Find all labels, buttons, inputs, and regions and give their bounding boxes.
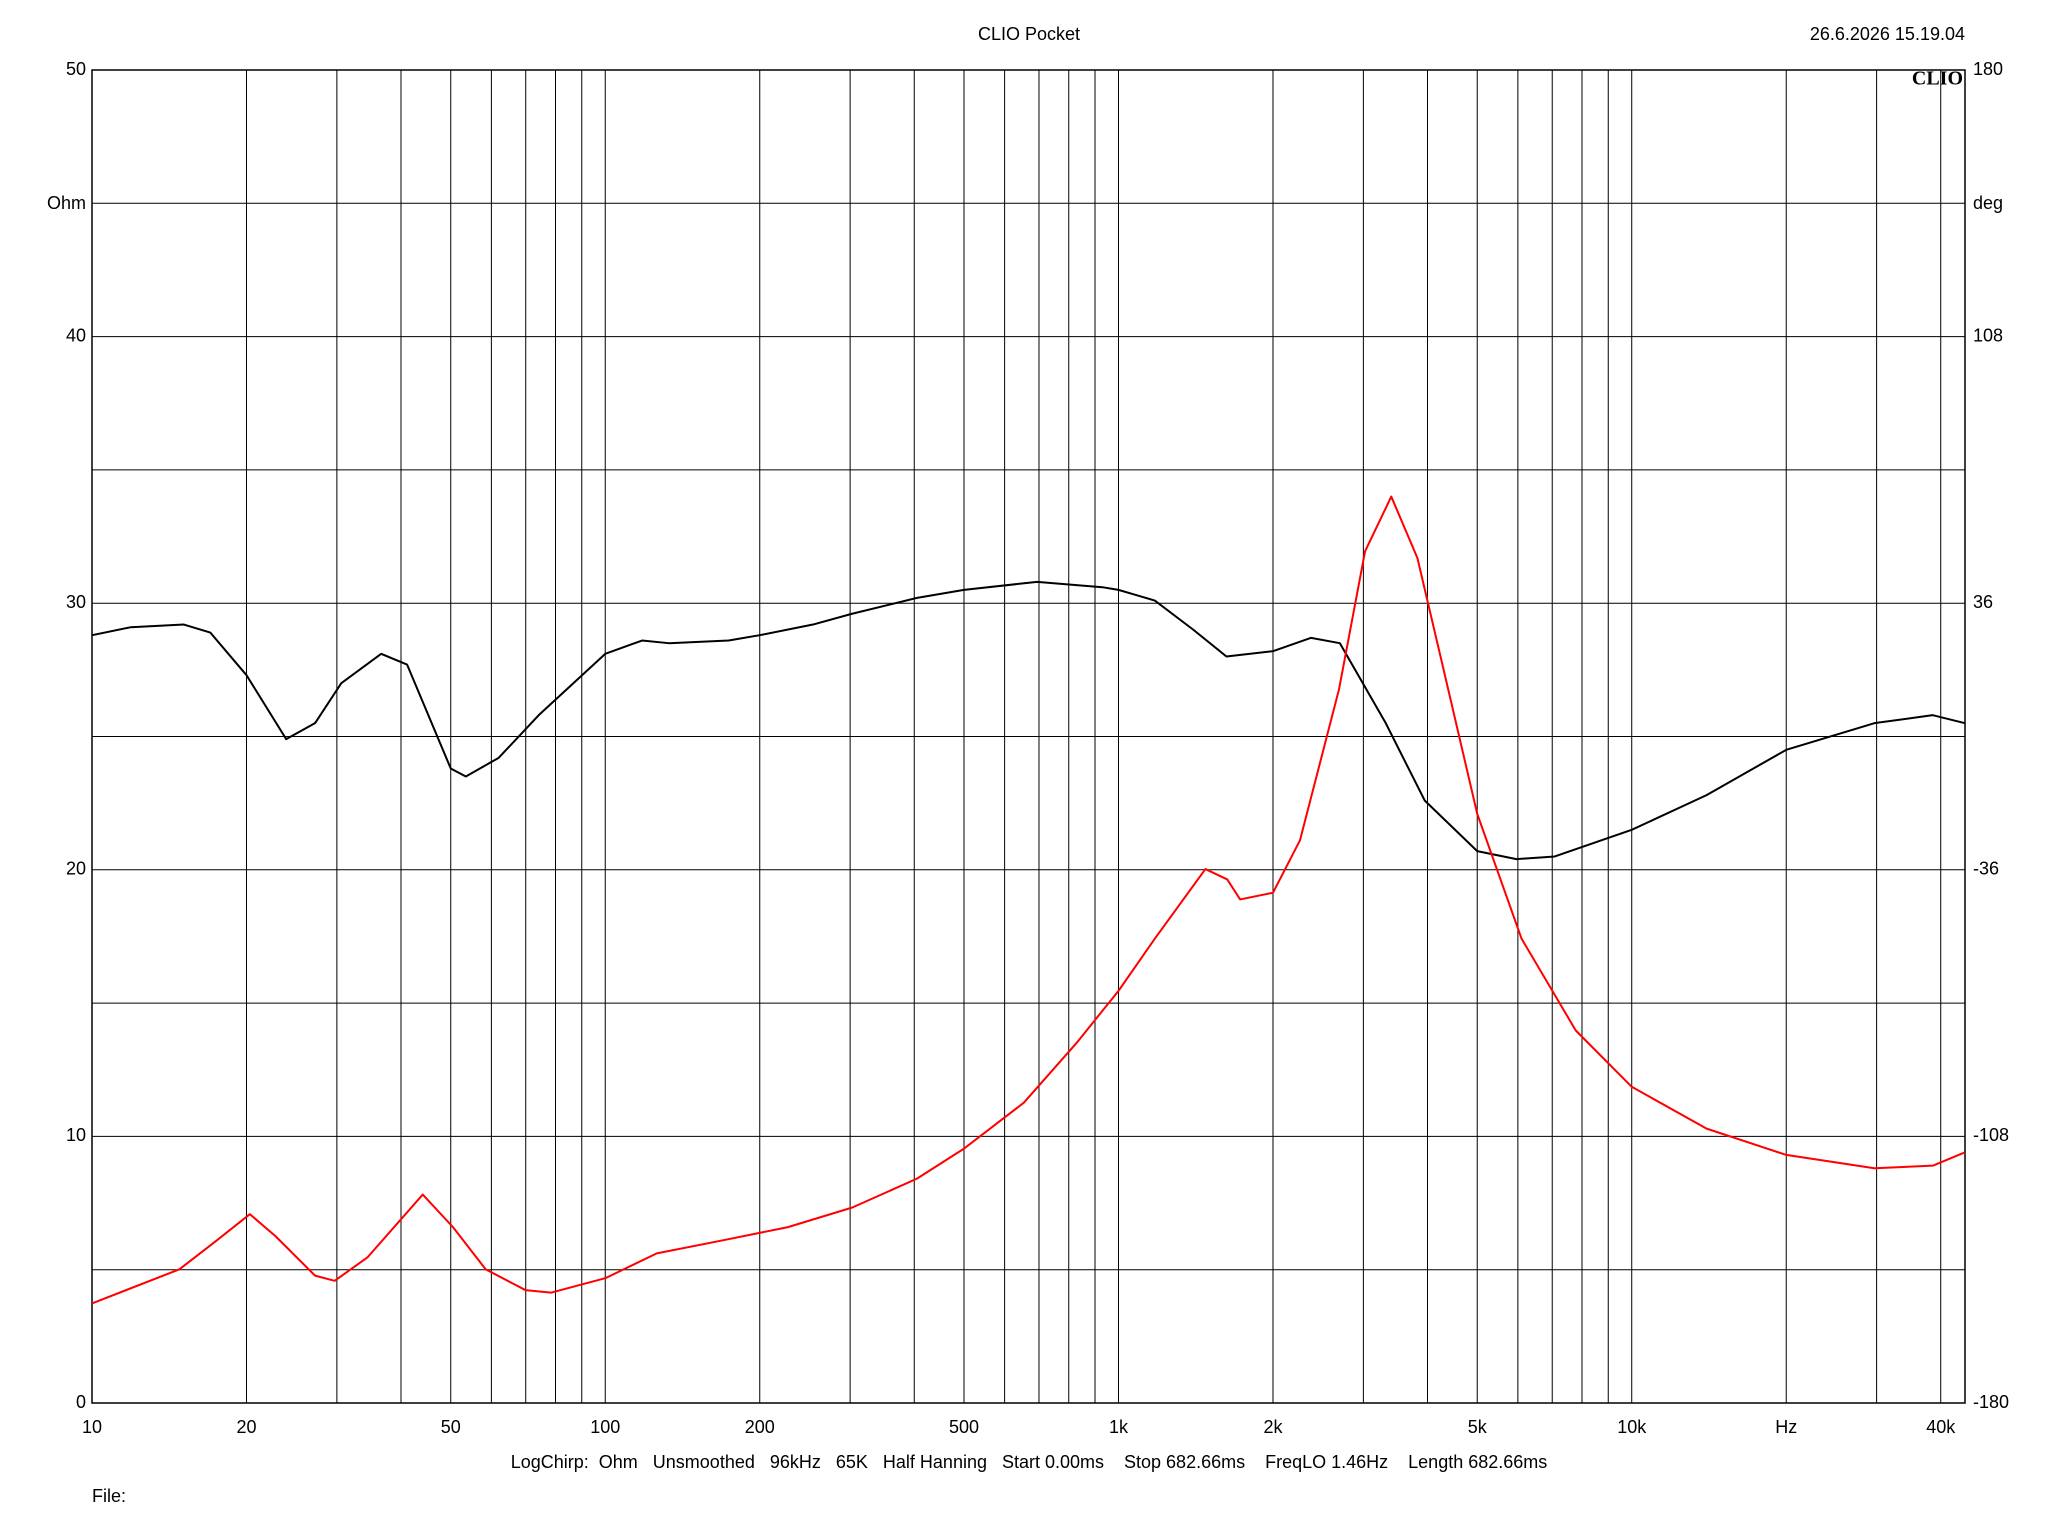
series-line — [91, 580, 1966, 861]
x-tick-label: 2k — [1263, 1417, 1283, 1437]
y2-tick-label: -180 — [1973, 1392, 2009, 1412]
y-tick-label: 40 — [66, 325, 86, 345]
x-tick-label: 200 — [745, 1417, 775, 1437]
y-unit: Ohm — [47, 193, 86, 213]
y2-tick-label: -36 — [1973, 859, 1999, 879]
y2-tick-label: 180 — [1973, 59, 2003, 79]
timestamp: 26.6.2026 15.19.04 — [1810, 24, 1965, 44]
y2-tick-label: 36 — [1973, 592, 1993, 612]
y2-unit: deg — [1973, 193, 2003, 213]
x-tick-label: Hz — [1775, 1417, 1797, 1437]
x-tick-label: 20 — [236, 1417, 256, 1437]
y-tick-label: 20 — [66, 859, 86, 879]
series-line — [91, 495, 1966, 1305]
y-tick-label: 30 — [66, 592, 86, 612]
y-tick-label: 50 — [66, 59, 86, 79]
y2-tick-label: 108 — [1973, 325, 2003, 345]
y-tick-label: 10 — [66, 1125, 86, 1145]
logo: CLIO — [1912, 68, 1963, 90]
y2-tick-label: -108 — [1973, 1125, 2009, 1145]
chart-title: CLIO Pocket — [978, 24, 1080, 44]
x-tick-label: 10 — [82, 1417, 102, 1437]
x-tick-label: 1k — [1109, 1417, 1129, 1437]
x-tick-label: 500 — [949, 1417, 979, 1437]
y-tick-label: 0 — [76, 1392, 86, 1412]
x-tick-label: 50 — [441, 1417, 461, 1437]
footer: LogChirp: Ohm Unsmoothed 96kHz 65K Half … — [511, 1452, 1548, 1472]
x-tick-label: 40k — [1926, 1417, 1956, 1437]
x-tick-label: 10k — [1617, 1417, 1647, 1437]
x-tick-label: 100 — [590, 1417, 620, 1437]
file-label: File: — [92, 1486, 126, 1506]
x-tick-label: 5k — [1468, 1417, 1488, 1437]
